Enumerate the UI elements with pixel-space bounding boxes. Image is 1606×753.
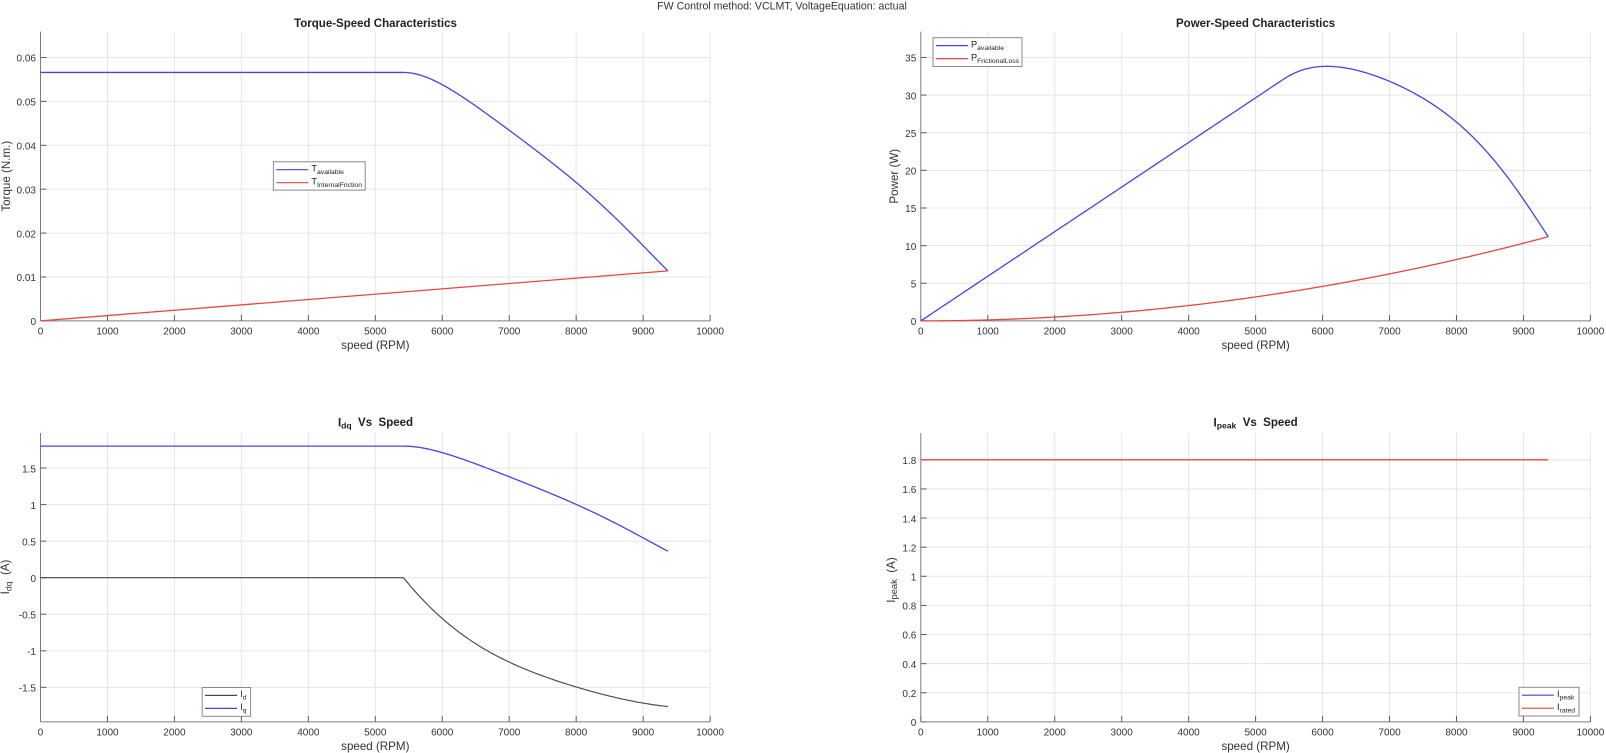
svg-text:2000: 2000: [1044, 327, 1067, 338]
svg-text:1000: 1000: [977, 728, 1000, 739]
svg-text:0: 0: [30, 574, 36, 585]
svg-text:35: 35: [905, 54, 917, 65]
svg-text:0.04: 0.04: [17, 142, 37, 153]
svg-text:6000: 6000: [431, 327, 454, 338]
svg-text:speed (RPM): speed (RPM): [341, 339, 409, 352]
svg-text:0.03: 0.03: [17, 185, 37, 196]
svg-text:1.5: 1.5: [22, 464, 36, 475]
svg-text:9000: 9000: [1512, 327, 1535, 338]
svg-text:4000: 4000: [1178, 728, 1201, 739]
svg-text:6000: 6000: [431, 728, 454, 739]
svg-text:0.01: 0.01: [17, 273, 37, 284]
svg-text:0.05: 0.05: [17, 98, 37, 109]
svg-text:-1.5: -1.5: [19, 684, 37, 695]
svg-text:10000: 10000: [1576, 327, 1604, 338]
svg-text:7000: 7000: [1378, 728, 1401, 739]
svg-text:3000: 3000: [1111, 728, 1134, 739]
svg-text:6000: 6000: [1311, 728, 1334, 739]
svg-text:Idq Vs Speed: Idq Vs Speed: [338, 417, 413, 431]
svg-text:-1: -1: [27, 647, 36, 658]
svg-text:Id: Id: [240, 689, 247, 702]
svg-text:4000: 4000: [297, 327, 320, 338]
svg-text:15: 15: [905, 204, 917, 215]
svg-text:10000: 10000: [1576, 728, 1604, 739]
svg-text:0.2: 0.2: [902, 689, 916, 700]
svg-text:-0.5: -0.5: [19, 610, 37, 621]
svg-text:1000: 1000: [977, 327, 1000, 338]
svg-text:10: 10: [905, 242, 917, 253]
svg-text:10000: 10000: [696, 327, 724, 338]
svg-text:3000: 3000: [230, 327, 253, 338]
svg-text:6000: 6000: [1311, 327, 1334, 338]
svg-text:1.8: 1.8: [902, 456, 916, 467]
svg-text:9000: 9000: [632, 728, 655, 739]
svg-text:Torque-Speed Characteristics: Torque-Speed Characteristics: [294, 18, 457, 30]
svg-text:10000: 10000: [696, 728, 724, 739]
svg-text:30: 30: [905, 91, 917, 102]
svg-text:0: 0: [38, 728, 44, 739]
svg-text:0.5: 0.5: [22, 537, 36, 548]
svg-text:0.6: 0.6: [902, 631, 916, 642]
svg-text:5000: 5000: [364, 728, 387, 739]
svg-text:Power-Speed Characteristics: Power-Speed Characteristics: [1176, 18, 1335, 30]
svg-text:3000: 3000: [1111, 327, 1134, 338]
svg-text:Iq: Iq: [240, 702, 247, 715]
svg-text:1000: 1000: [96, 728, 119, 739]
svg-text:8000: 8000: [565, 327, 588, 338]
svg-text:8000: 8000: [565, 728, 588, 739]
svg-text:3000: 3000: [230, 728, 253, 739]
svg-text:0: 0: [918, 728, 924, 739]
svg-text:5000: 5000: [1244, 728, 1267, 739]
svg-text:9000: 9000: [632, 327, 655, 338]
svg-text:7000: 7000: [498, 327, 521, 338]
svg-text:Ipeak Vs Speed: Ipeak Vs Speed: [1214, 417, 1298, 431]
svg-text:7000: 7000: [1378, 327, 1401, 338]
svg-text:1.6: 1.6: [902, 485, 916, 496]
svg-text:0.4: 0.4: [902, 660, 916, 671]
svg-text:Power (W): Power (W): [888, 149, 901, 204]
svg-text:25: 25: [905, 129, 917, 140]
svg-text:20: 20: [905, 167, 917, 178]
svg-text:5: 5: [911, 279, 917, 290]
svg-text:Idq (A): Idq (A): [0, 559, 14, 594]
svg-text:Torque (N.m.): Torque (N.m.): [0, 141, 13, 212]
svg-text:2000: 2000: [1044, 728, 1067, 739]
svg-text:5000: 5000: [364, 327, 387, 338]
svg-text:speed (RPM): speed (RPM): [1221, 740, 1289, 753]
svg-text:0.02: 0.02: [17, 229, 37, 240]
svg-text:7000: 7000: [498, 728, 521, 739]
svg-text:1: 1: [911, 573, 917, 584]
svg-text:FW Control method: VCLMT, Volt: FW Control method: VCLMT, VoltageEquatio…: [657, 0, 907, 12]
svg-text:2000: 2000: [163, 327, 186, 338]
svg-text:1: 1: [30, 501, 36, 512]
svg-text:0: 0: [918, 327, 924, 338]
svg-text:Ipeak (A): Ipeak (A): [885, 557, 899, 603]
svg-text:1000: 1000: [96, 327, 119, 338]
svg-text:0: 0: [911, 718, 917, 729]
svg-text:0: 0: [30, 317, 36, 328]
svg-text:0.8: 0.8: [902, 602, 916, 613]
svg-text:0: 0: [38, 327, 44, 338]
svg-text:speed (RPM): speed (RPM): [341, 740, 409, 753]
svg-text:2000: 2000: [163, 728, 186, 739]
svg-text:8000: 8000: [1445, 728, 1468, 739]
svg-text:0: 0: [911, 317, 917, 328]
svg-text:4000: 4000: [297, 728, 320, 739]
svg-text:8000: 8000: [1445, 327, 1468, 338]
svg-text:1.2: 1.2: [902, 543, 916, 554]
svg-text:5000: 5000: [1244, 327, 1267, 338]
svg-text:1.4: 1.4: [902, 514, 916, 525]
svg-text:4000: 4000: [1178, 327, 1201, 338]
svg-text:0.06: 0.06: [17, 54, 37, 65]
svg-text:9000: 9000: [1512, 728, 1535, 739]
svg-text:speed (RPM): speed (RPM): [1221, 339, 1289, 352]
